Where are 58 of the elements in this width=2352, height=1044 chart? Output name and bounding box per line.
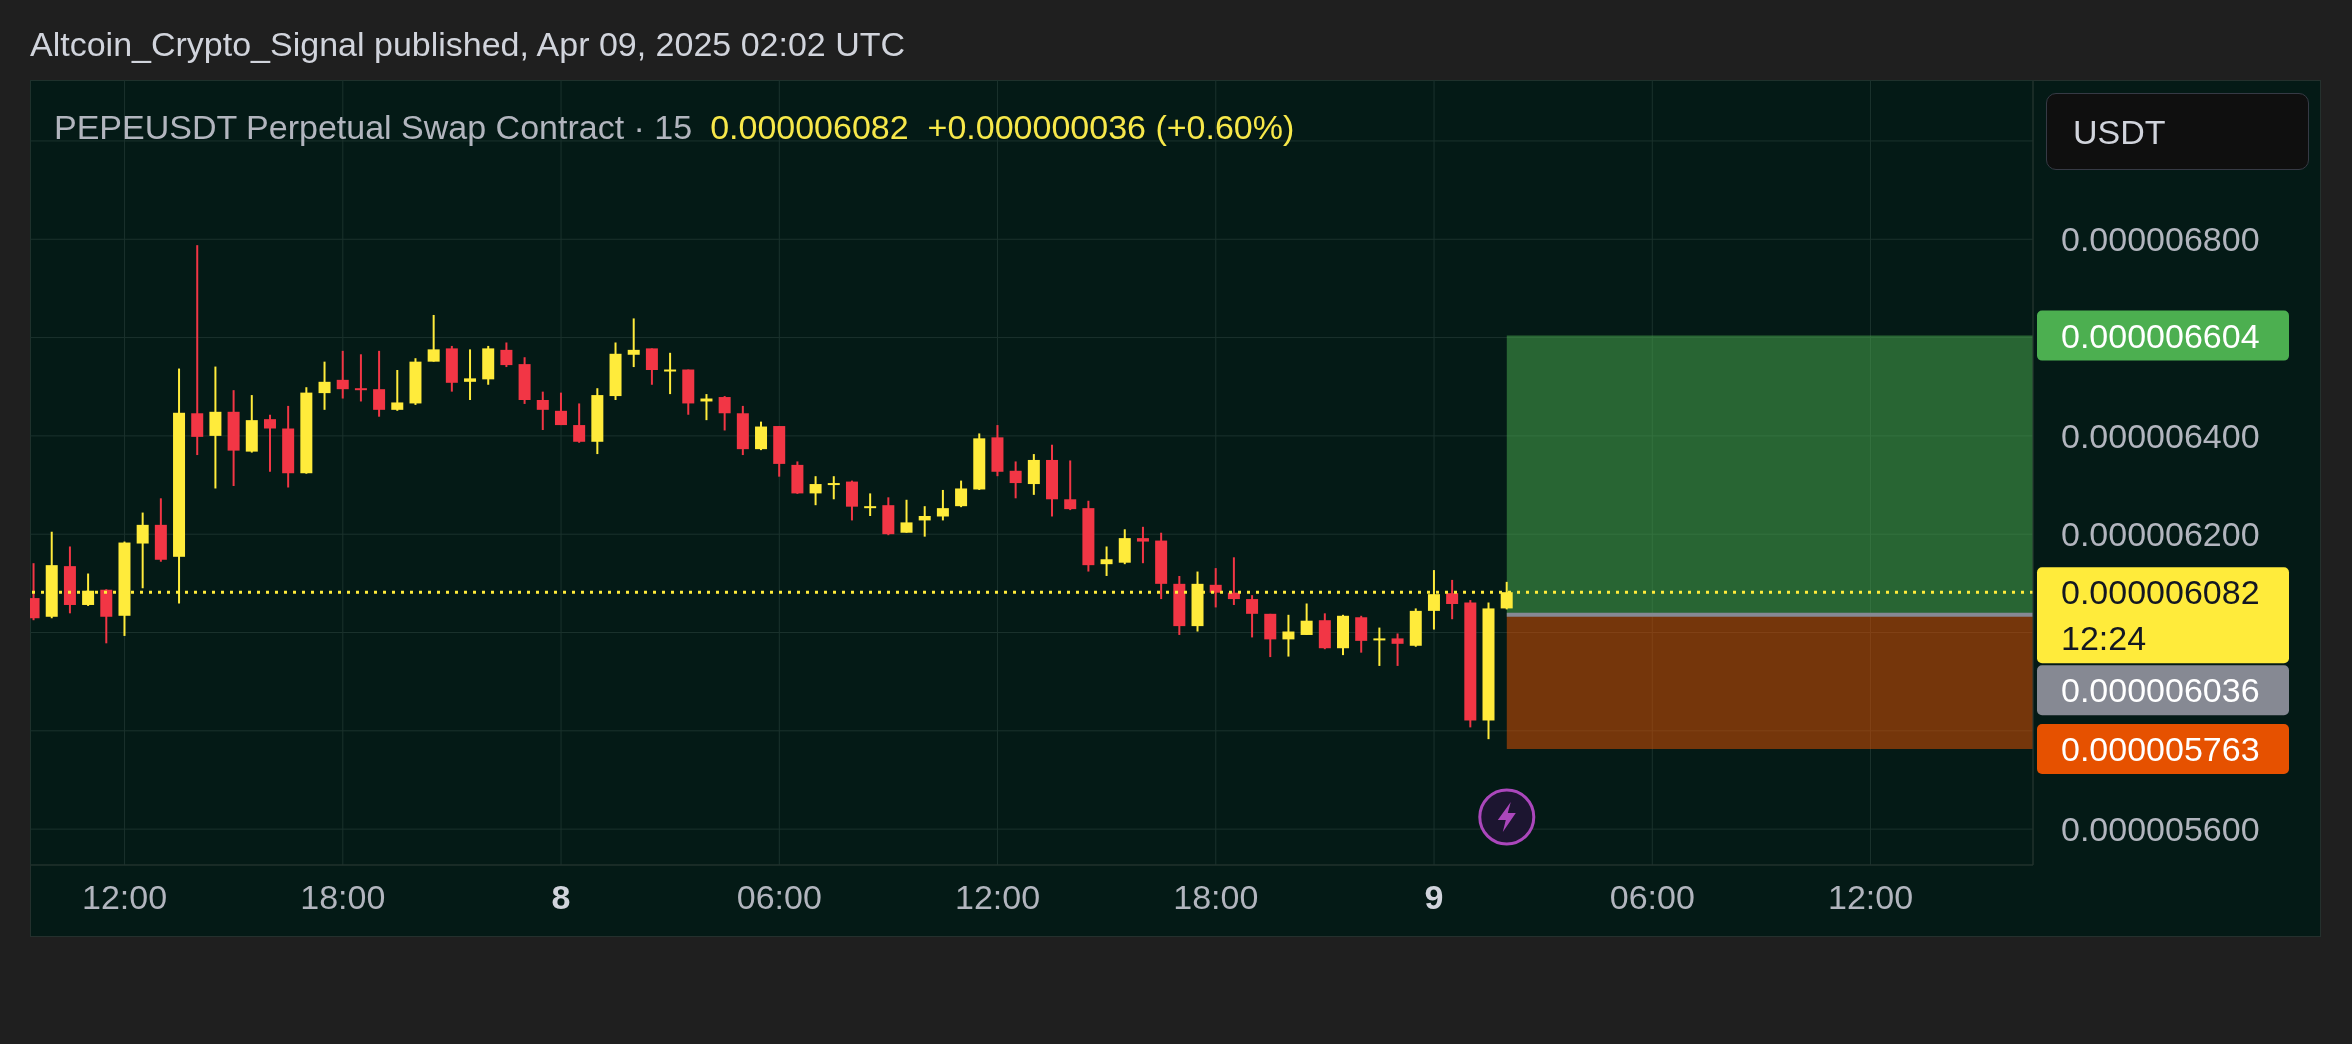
x-tick-label: 06:00 (1609, 878, 1695, 916)
candlestick (573, 402, 586, 444)
candlestick (427, 313, 440, 363)
candlestick (627, 317, 640, 369)
x-tick-label: 18:00 (1173, 878, 1259, 916)
band-label: 0.000005763 (2061, 729, 2260, 768)
candlestick (1136, 525, 1149, 565)
candlestick (955, 479, 968, 509)
y-axis-title: USDT (2073, 112, 2166, 152)
candlestick (136, 511, 149, 590)
candlestick (864, 492, 877, 517)
x-tick-label: 12:00 (955, 878, 1041, 916)
candlestick (500, 341, 513, 369)
candlestick (1100, 545, 1113, 577)
candlestick (645, 347, 658, 386)
candlestick (373, 349, 386, 418)
candlestick (918, 505, 931, 538)
y-tick-label: 0.000005600 (2061, 810, 2260, 849)
candlestick (809, 475, 822, 507)
text: 0.000006082 +0.000000036 (+0.60%) (710, 107, 1295, 147)
candlestick (1373, 626, 1386, 667)
y-tick-label: 0.000006400 (2061, 416, 2260, 455)
candlestick (336, 349, 349, 400)
candlestick (263, 413, 276, 473)
candlestick (1009, 460, 1022, 500)
x-tick-label: 8 (551, 878, 571, 916)
x-tick-label: 06:00 (736, 878, 822, 916)
candlestick (1300, 602, 1313, 636)
candlestick (1446, 578, 1459, 621)
candlestick (536, 390, 549, 431)
candlestick (1246, 594, 1259, 639)
text: Altcoin_Crypto_Signal published, Apr 09, 2025 02:02 UTC (30, 24, 906, 64)
candlestick (936, 488, 949, 522)
x-tick-label: 9 (1424, 878, 1444, 916)
x-tick-label: 12:00 (82, 878, 168, 916)
band-label: 0.000006604 (2061, 316, 2260, 355)
candlestick (1209, 567, 1222, 609)
candlestick (554, 391, 567, 427)
candlestick (1355, 614, 1368, 654)
ref-line-label: 0.000006036 (2061, 671, 2260, 710)
y-tick-label: 0.000006800 (2061, 220, 2260, 259)
candlestick (191, 244, 204, 457)
candlestick (827, 475, 840, 501)
candlestick (900, 498, 913, 534)
candlestick (464, 348, 477, 401)
candlestick (354, 353, 367, 403)
candlestick (318, 360, 331, 411)
text: PEPEUSDT Perpetual Swap Contract · 15 (54, 107, 693, 147)
x-tick-label: 18:00 (300, 878, 386, 916)
candlestick (718, 395, 731, 432)
candlestick (1391, 632, 1404, 667)
candlestick (755, 420, 768, 452)
candlestick (664, 351, 677, 396)
candlestick (391, 369, 404, 412)
ref-line-label: 0.000006082 12:24 (2061, 573, 2260, 658)
candlestick (1064, 459, 1077, 512)
y-tick-label: 0.000006200 (2061, 515, 2260, 554)
x-tick-label: 12:00 (1827, 878, 1914, 916)
